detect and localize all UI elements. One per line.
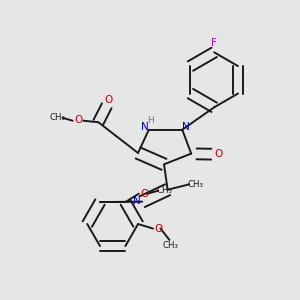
Text: N: N bbox=[141, 122, 149, 132]
Text: CH₃: CH₃ bbox=[163, 241, 179, 250]
Text: CH₃: CH₃ bbox=[49, 113, 65, 122]
Text: H: H bbox=[147, 116, 153, 125]
Text: N: N bbox=[182, 122, 190, 132]
Text: CH₃: CH₃ bbox=[156, 186, 172, 195]
Text: O: O bbox=[104, 95, 112, 105]
Text: CH₃: CH₃ bbox=[188, 180, 204, 189]
Text: O: O bbox=[140, 189, 148, 199]
Text: O: O bbox=[154, 224, 163, 233]
Text: N: N bbox=[133, 196, 141, 206]
Text: F: F bbox=[211, 38, 217, 48]
Text: O: O bbox=[214, 149, 222, 159]
Text: O: O bbox=[74, 115, 83, 125]
